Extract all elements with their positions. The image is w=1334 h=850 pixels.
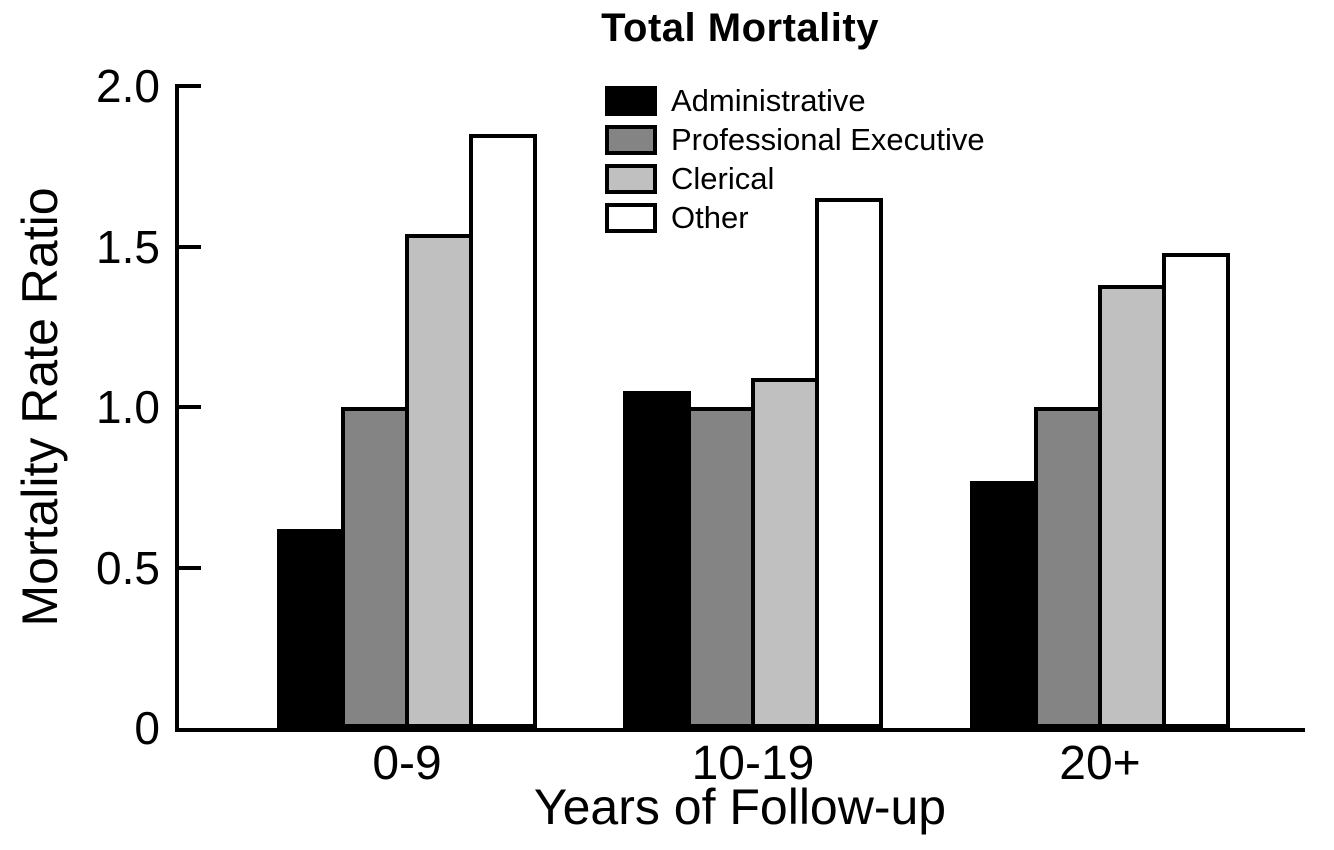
x-axis-line	[175, 728, 1305, 732]
x-category-label-10-19: 10-19	[691, 737, 815, 790]
legend-label: Clerical	[671, 161, 775, 196]
legend-label: Administrative	[671, 83, 866, 118]
chart-title: Total Mortality	[601, 6, 879, 50]
bar-other-20+	[1162, 253, 1230, 728]
y-tick-label-0.5: 0.5	[96, 541, 160, 594]
y-tick-1.5	[175, 244, 201, 249]
bar-administrative-20+	[970, 481, 1038, 728]
bar-administrative-10-19	[623, 391, 691, 728]
legend-swatch-professional-executive	[605, 125, 657, 155]
x-category-label-20+: 20+	[1059, 737, 1141, 790]
legend-item-clerical: Clerical	[605, 162, 985, 196]
legend-swatch-administrative	[605, 86, 657, 116]
legend-swatch-other	[605, 203, 657, 233]
y-tick-label-1.0: 1.0	[96, 381, 160, 433]
bar-professional-executive-10-19	[687, 407, 755, 728]
plot-area	[175, 84, 1305, 732]
legend: Administrative Professional Executive Cler…	[605, 84, 985, 235]
bar-clerical-10-19	[751, 378, 819, 728]
legend-item-administrative: Administrative	[605, 84, 985, 118]
y-tick-1.0	[175, 405, 201, 409]
x-axis-title: Years of Follow-up	[533, 779, 947, 835]
y-tick-label-2.0: 2.0	[96, 60, 160, 112]
legend-item-other: Other	[605, 201, 985, 235]
bar-professional-executive-20+	[1034, 407, 1102, 728]
y-tick-0.5	[175, 565, 201, 570]
bar-other-0-9	[469, 134, 537, 728]
y-tick-label-0: 0	[134, 702, 160, 754]
bar-professional-executive-0-9	[341, 407, 409, 728]
y-axis-line	[175, 86, 179, 732]
x-category-label-0-9: 0-9	[372, 737, 442, 790]
bar-clerical-0-9	[405, 234, 473, 728]
legend-swatch-clerical	[605, 164, 657, 194]
bar-other-10-19	[815, 198, 883, 728]
legend-label: Other	[671, 200, 749, 235]
y-tick-2.0	[175, 84, 201, 88]
legend-item-professional-executive: Professional Executive	[605, 123, 985, 157]
bar-administrative-0-9	[277, 529, 345, 728]
legend-label: Professional Executive	[671, 122, 985, 157]
y-tick-label-1.5: 1.5	[96, 220, 160, 273]
bar-clerical-20+	[1098, 285, 1166, 728]
